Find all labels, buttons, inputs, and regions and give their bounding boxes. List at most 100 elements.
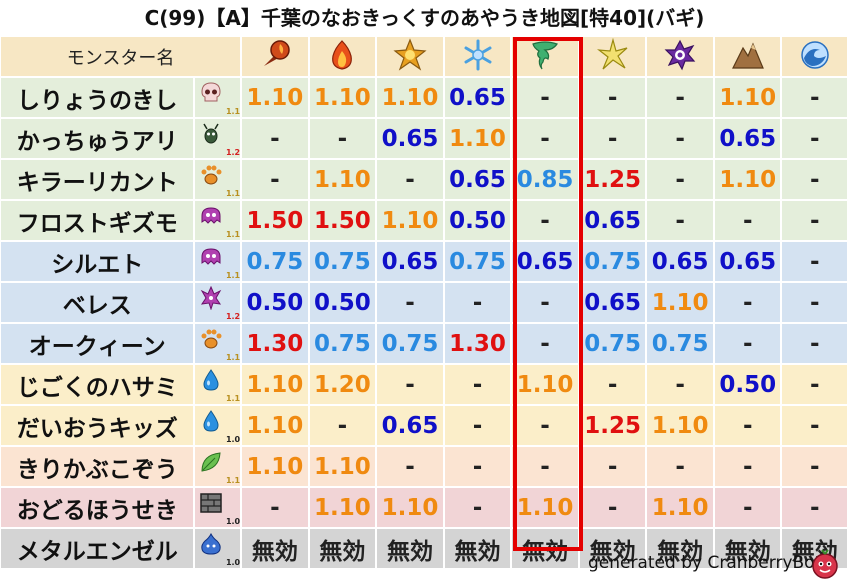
resistance-value: - [579, 119, 648, 160]
table-row: シルエト 1.1 0.75 0.75 0.65 0.75 0.65 0.75 0.65 0.65- [1, 242, 849, 283]
resistance-value: 0.50 [309, 283, 378, 324]
resistance-value: 0.50 [444, 201, 513, 242]
level-label: 1.1 [225, 476, 241, 485]
resistance-value: - [377, 365, 445, 406]
resistance-value: 1.10 [242, 406, 310, 447]
monster-name: きりかぶこぞう [1, 447, 196, 488]
resistance-value: 1.10 [309, 78, 378, 119]
level-label: 1.0 [225, 435, 241, 444]
resistance-value: - [512, 406, 580, 447]
monster-name: フロストギズモ [1, 201, 196, 242]
resistance-value: - [714, 447, 783, 488]
monster-type-cell: 1.1 [195, 78, 243, 119]
resistance-value: 1.10 [512, 365, 580, 406]
ice-icon [464, 39, 492, 70]
resistance-value: 1.20 [309, 365, 378, 406]
resistance-value: - [782, 283, 849, 324]
resistance-value: - [714, 488, 783, 529]
resistance-value: - [782, 324, 849, 365]
resistance-table: モンスター名 しりょうのきし 1.1 1.10 1.10 1.10 0.65- - -1.10… [1, 37, 849, 570]
resistance-value: 0.65 [377, 119, 445, 160]
resistance-value: - [377, 160, 445, 201]
monster-name: かっちゅうアリ [1, 119, 196, 160]
element-header-3 [377, 37, 445, 78]
table-body: しりょうのきし 1.1 1.10 1.10 1.10 0.65- - -1.10- かっちゅうア… [1, 78, 849, 570]
resistance-value: 0.75 [579, 242, 648, 283]
monster-name: シルエト [1, 242, 196, 283]
level-label: 1.1 [225, 271, 241, 280]
resistance-value: 無効 [309, 529, 378, 570]
skull-icon [201, 82, 221, 102]
resistance-value: 1.10 [714, 78, 783, 119]
level-label: 1.1 [225, 230, 241, 239]
resistance-value: 0.75 [579, 324, 648, 365]
demon-icon [201, 286, 222, 310]
monster-name: オークィーン [1, 324, 196, 365]
resistance-value: 無効 [377, 529, 445, 570]
resistance-value: 無効 [512, 529, 580, 570]
page-title: C(99)【A】千葉のなおきっくすのあやうき地図[特40](バギ) [144, 6, 705, 30]
monster-type-cell: 1.1 [195, 324, 243, 365]
resistance-value: 1.10 [444, 119, 513, 160]
level-label: 1.0 [225, 517, 241, 526]
resistance-value: 1.10 [309, 488, 378, 529]
monster-name: メタルエンゼル [1, 529, 196, 570]
resistance-value: - [647, 447, 715, 488]
resistance-value: - [782, 447, 849, 488]
resistance-value: - [647, 78, 715, 119]
element-header-1 [242, 37, 310, 78]
element-header-5 [512, 37, 580, 78]
resistance-value: 0.65 [377, 242, 445, 283]
resistance-value: 0.65 [377, 406, 445, 447]
element-header-7 [647, 37, 715, 78]
resistance-value: - [647, 201, 715, 242]
resistance-value: - [782, 488, 849, 529]
resistance-value: 1.10 [377, 201, 445, 242]
resistance-value: 1.10 [377, 488, 445, 529]
element-header-8 [714, 37, 783, 78]
resistance-value: 0.65 [714, 242, 783, 283]
table-row: フロストギズモ 1.1 1.50 1.50 1.10 0.50-0.65- - - [1, 201, 849, 242]
leaf-icon [201, 452, 221, 472]
resistance-value: 0.65 [579, 283, 648, 324]
resistance-value: 0.75 [647, 324, 715, 365]
slime-icon [201, 532, 222, 555]
resistance-value: - [782, 365, 849, 406]
resistance-value: 1.10 [647, 283, 715, 324]
resistance-value: 0.85 [512, 160, 580, 201]
monster-name: ベレス [1, 283, 196, 324]
resistance-value: 1.10 [647, 488, 715, 529]
level-label: 1.1 [225, 189, 241, 198]
resistance-value: 1.50 [242, 201, 310, 242]
element-header-6 [579, 37, 648, 78]
resistance-value: - [444, 283, 513, 324]
table-row: きりかぶこぞう 1.1 1.10 1.10- - - - - - - [1, 447, 849, 488]
monster-name: しりょうのきし [1, 78, 196, 119]
bug-icon [203, 123, 220, 144]
table-row: じごくのハサミ 1.1 1.10 1.20- -1.10- -0.50- [1, 365, 849, 406]
monster-type-cell: 1.1 [195, 160, 243, 201]
resistance-value: 1.10 [512, 488, 580, 529]
table-row: おどるほうせき 1.0-1.10 1.10-1.10-1.10- - [1, 488, 849, 529]
wind-icon [532, 40, 558, 69]
resistance-value: - [512, 447, 580, 488]
resistance-value: 0.75 [309, 242, 378, 283]
monster-name-header: モンスター名 [1, 37, 243, 78]
monster-type-cell: 1.1 [195, 201, 243, 242]
resistance-value: - [782, 201, 849, 242]
resistance-value: 1.10 [242, 447, 310, 488]
drop-icon [203, 410, 219, 432]
resistance-value: - [512, 119, 580, 160]
resistance-value: 1.25 [579, 406, 648, 447]
resistance-value: 1.10 [309, 160, 378, 201]
ghost-icon [201, 248, 221, 265]
resistance-value: 0.75 [309, 324, 378, 365]
monster-name: だいおうキッズ [1, 406, 196, 447]
resistance-value: - [444, 406, 513, 447]
footer-credit: generated by CranberryBot [588, 553, 822, 573]
level-label: 1.2 [225, 148, 241, 157]
resistance-value: 1.10 [242, 365, 310, 406]
resistance-value: - [579, 447, 648, 488]
resistance-value: 無効 [444, 529, 513, 570]
resistance-value: - [309, 406, 378, 447]
